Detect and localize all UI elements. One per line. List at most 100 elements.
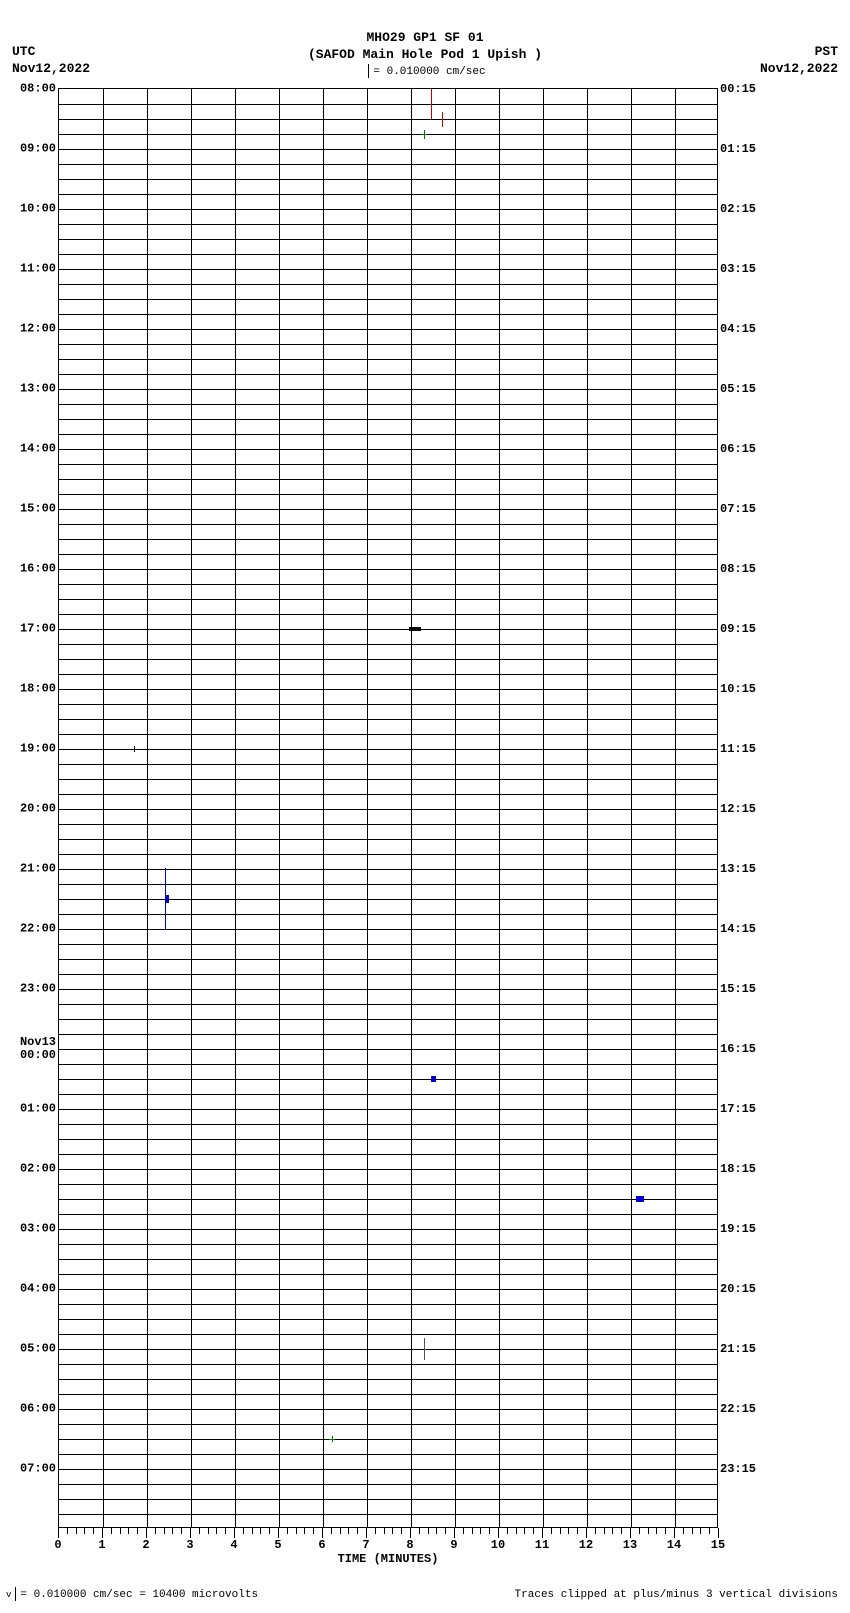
x-tick-minor <box>401 1528 402 1534</box>
x-tick-major <box>630 1528 631 1538</box>
grid-hline <box>59 584 717 585</box>
x-tick-minor <box>260 1528 261 1534</box>
grid-hline <box>59 719 717 720</box>
x-tick-minor <box>120 1528 121 1534</box>
pst-hour-label: 06:15 <box>720 442 756 456</box>
seismic-event <box>431 89 432 119</box>
x-tick-major <box>366 1528 367 1538</box>
x-tick-minor <box>243 1528 244 1534</box>
grid-hline <box>59 629 717 630</box>
x-tick-minor <box>67 1528 68 1534</box>
utc-hour-label: 14:00 <box>20 442 56 455</box>
x-tick-minor <box>76 1528 77 1534</box>
utc-hour-label: 01:00 <box>20 1102 56 1115</box>
grid-hline <box>59 959 717 960</box>
grid-hline <box>59 1499 717 1500</box>
utc-hour-label: 04:00 <box>20 1282 56 1295</box>
utc-hour-label: 11:00 <box>20 262 56 275</box>
grid-hline <box>59 1079 717 1080</box>
grid-hline <box>59 524 717 525</box>
x-tick-minor <box>428 1528 429 1534</box>
pst-hour-label: 01:15 <box>720 142 756 156</box>
seismogram-plot: 08:0009:0010:0011:0012:0013:0014:0015:00… <box>58 88 718 1528</box>
seismic-event <box>442 112 443 127</box>
x-tick-major <box>454 1528 455 1538</box>
grid-hline <box>59 1469 717 1470</box>
x-tick-major <box>718 1528 719 1538</box>
x-tick-minor <box>489 1528 490 1534</box>
x-axis-title: TIME (MINUTES) <box>58 1552 718 1566</box>
grid-hline <box>59 1289 717 1290</box>
grid-hline <box>59 689 717 690</box>
grid-hline <box>59 1199 717 1200</box>
grid-hline <box>59 644 717 645</box>
grid-hline <box>59 569 717 570</box>
grid-hline <box>59 1349 717 1350</box>
grid-vline <box>235 89 236 1527</box>
grid-vline <box>279 89 280 1527</box>
grid-vline <box>499 89 500 1527</box>
grid-hline <box>59 1304 717 1305</box>
utc-hour-label: 19:00 <box>20 742 56 755</box>
pst-hour-label: 14:15 <box>720 922 756 936</box>
grid-hline <box>59 314 717 315</box>
grid-hline <box>59 434 717 435</box>
grid-hline <box>59 1004 717 1005</box>
grid-hline <box>59 929 717 930</box>
grid-vline <box>675 89 676 1527</box>
x-tick-minor <box>533 1528 534 1534</box>
seismic-event <box>431 1076 436 1082</box>
pst-hour-label: 13:15 <box>720 862 756 876</box>
grid-hline <box>59 494 717 495</box>
grid-hline <box>59 824 717 825</box>
grid-hline <box>59 1439 717 1440</box>
x-tick-minor <box>516 1528 517 1534</box>
x-tick-minor <box>375 1528 376 1534</box>
grid-hline <box>59 749 717 750</box>
grid-hline <box>59 464 717 465</box>
grid-hline <box>59 239 717 240</box>
pst-hour-label: 12:15 <box>720 802 756 816</box>
grid-hline <box>59 1394 717 1395</box>
grid-hline <box>59 1124 717 1125</box>
utc-hour-label: 13:00 <box>20 382 56 395</box>
x-tick-minor <box>155 1528 156 1534</box>
grid-hline <box>59 1334 717 1335</box>
grid-hline <box>59 224 717 225</box>
pst-hour-label: 00:15 <box>720 82 756 96</box>
seismic-event <box>165 899 166 929</box>
grid-hline <box>59 389 717 390</box>
x-tick-minor <box>287 1528 288 1534</box>
x-tick-label: 2 <box>142 1538 149 1552</box>
x-tick-major <box>542 1528 543 1538</box>
x-tick-minor <box>463 1528 464 1534</box>
x-tick-label: 6 <box>318 1538 325 1552</box>
x-tick-major <box>278 1528 279 1538</box>
grid-hline <box>59 449 717 450</box>
grid-vline <box>631 89 632 1527</box>
x-tick-minor <box>304 1528 305 1534</box>
grid-hline <box>59 359 717 360</box>
x-tick-label: 12 <box>579 1538 593 1552</box>
grid-vline <box>411 89 412 1527</box>
timezone-left: UTC Nov12,2022 <box>12 44 90 78</box>
x-tick-minor <box>436 1528 437 1534</box>
x-tick-minor <box>357 1528 358 1534</box>
scale-bar-icon <box>368 64 369 78</box>
x-tick-minor <box>656 1528 657 1534</box>
pst-hour-label: 10:15 <box>720 682 756 696</box>
grid-hline <box>59 209 717 210</box>
pst-hour-label: 22:15 <box>720 1402 756 1416</box>
x-tick-minor <box>612 1528 613 1534</box>
x-tick-minor <box>340 1528 341 1534</box>
grid-hline <box>59 1184 717 1185</box>
grid-hline <box>59 1064 717 1065</box>
x-tick-minor <box>568 1528 569 1534</box>
scale-bar-icon <box>15 1587 16 1601</box>
pst-hour-label: 19:15 <box>720 1222 756 1236</box>
x-tick-minor <box>709 1528 710 1534</box>
grid-hline <box>59 284 717 285</box>
grid-hline <box>59 704 717 705</box>
grid-hline <box>59 1214 717 1215</box>
x-tick-label: 7 <box>362 1538 369 1552</box>
